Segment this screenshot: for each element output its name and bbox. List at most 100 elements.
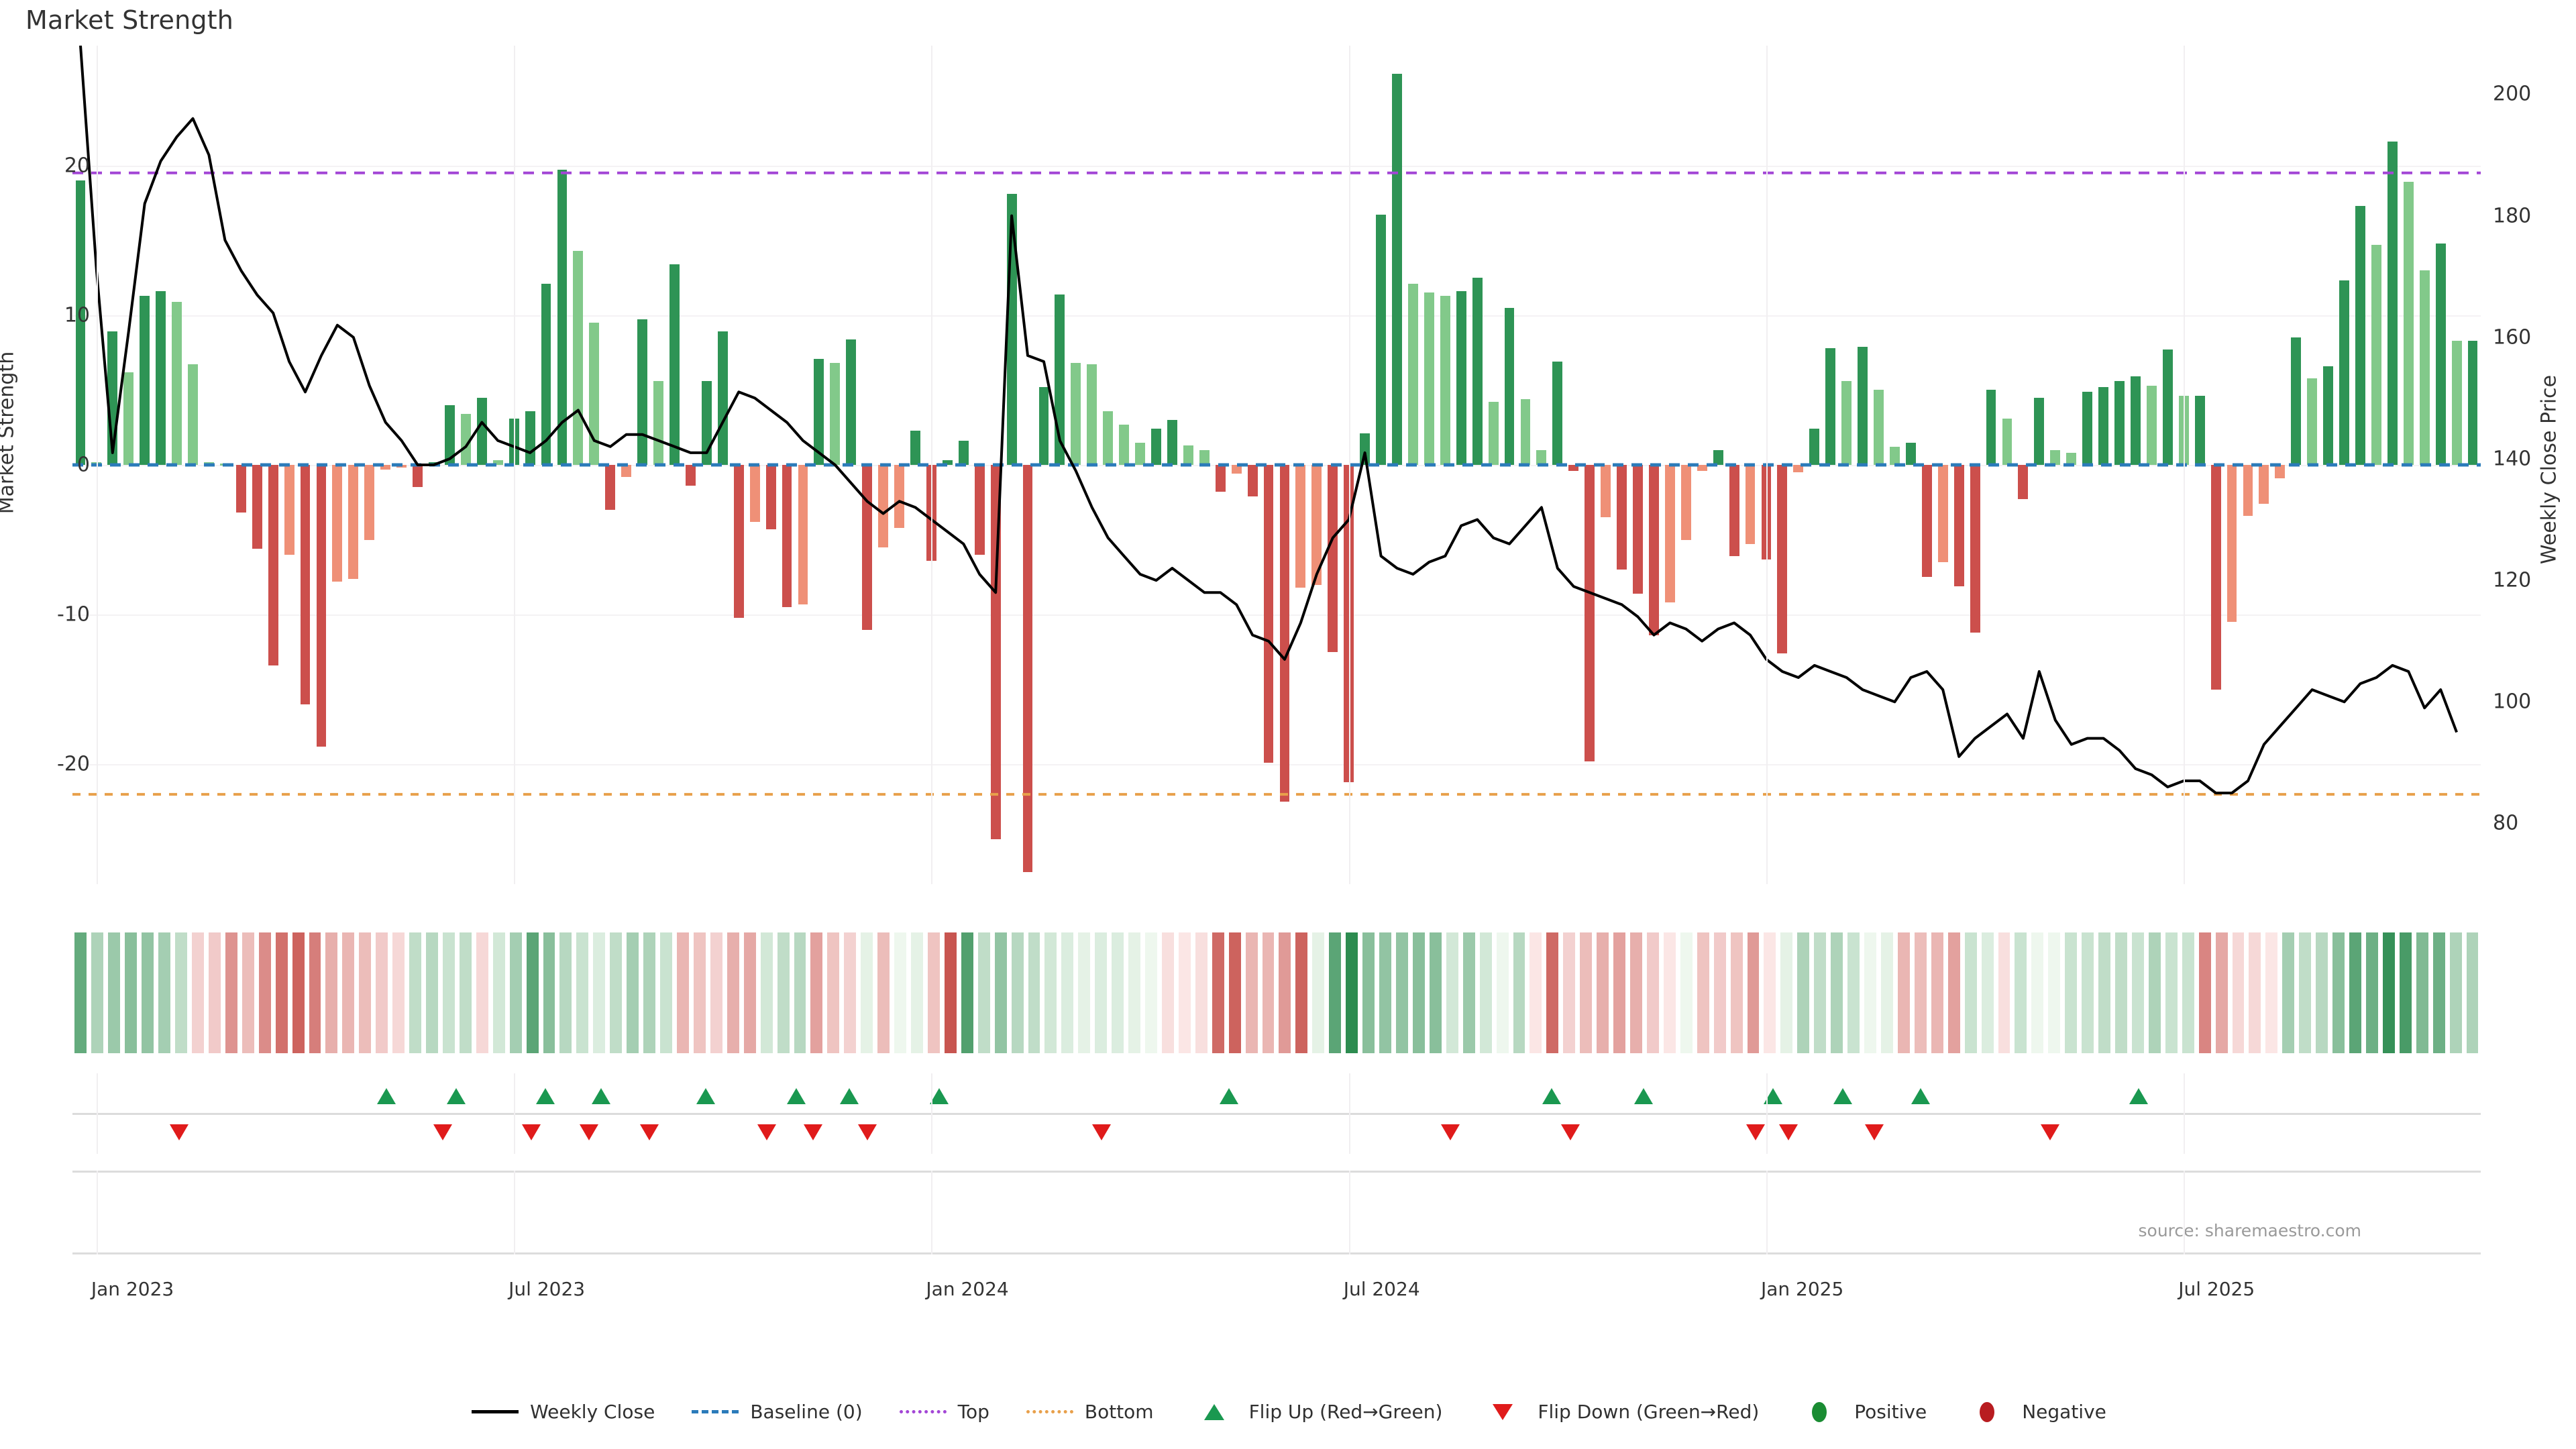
strength-bar <box>1874 390 1884 465</box>
heatmap-cell <box>2082 932 2094 1053</box>
strength-bar <box>1633 465 1643 594</box>
heatmap-cell <box>1981 932 1994 1053</box>
heatmap-cell <box>2332 932 2345 1053</box>
strength-bar <box>2162 350 2173 465</box>
strength-bar <box>1071 363 1081 465</box>
strength-bar <box>1344 465 1354 783</box>
heatmap-cell <box>2098 932 2111 1053</box>
strength-bar <box>508 418 519 465</box>
legend-item-label: Flip Down (Green→Red) <box>1538 1401 1760 1423</box>
flip-down-marker <box>1560 1124 1580 1140</box>
strength-bar <box>974 465 985 555</box>
legend-item[interactable]: Top <box>898 1401 989 1423</box>
strength-bar <box>2355 205 2365 465</box>
heatmap-cell <box>258 932 271 1053</box>
flip-up-marker <box>696 1088 715 1104</box>
strength-bar <box>188 364 198 465</box>
strength-bar <box>316 465 327 747</box>
heatmap-cell <box>1228 932 1241 1053</box>
legend-item-label: Top <box>957 1401 989 1423</box>
heatmap-cell <box>1764 932 1776 1053</box>
heatmap-cell <box>660 932 672 1053</box>
strength-bar <box>701 381 712 465</box>
strength-bar <box>958 441 969 465</box>
heatmap-cell <box>1396 932 1408 1053</box>
legend-item[interactable]: Weekly Close <box>470 1401 655 1423</box>
heatmap-cell <box>1112 932 1124 1053</box>
legend-item[interactable]: Negative <box>1962 1401 2106 1423</box>
gridline-x <box>1348 1073 1350 1154</box>
flip-down-marker <box>1746 1124 1766 1140</box>
strength-bar <box>2210 465 2221 690</box>
strength-bar <box>1953 465 1964 586</box>
heatmap-cell <box>2232 932 2245 1053</box>
gridline-x <box>96 1073 98 1154</box>
strength-bar <box>1488 402 1499 465</box>
flip-down-marker <box>640 1124 659 1140</box>
gridline-x <box>1766 1073 1768 1154</box>
strength-bar <box>910 430 920 465</box>
gridline-x <box>931 1073 933 1154</box>
strength-bar <box>557 170 568 465</box>
legend-item[interactable]: Bottom <box>1024 1401 1154 1423</box>
strength-bar <box>1858 346 1868 465</box>
strength-bar <box>2451 340 2462 465</box>
heatmap-cell <box>2065 932 2078 1053</box>
strength-bar <box>1921 465 1932 578</box>
strength-bar <box>1664 465 1675 603</box>
strength-bar <box>284 465 294 555</box>
strength-bar <box>942 460 953 465</box>
legend-item-label: Weekly Close <box>530 1401 655 1423</box>
heatmap-cell <box>225 932 237 1053</box>
heatmap-cell <box>342 932 355 1053</box>
heatmap-cell <box>2399 932 2412 1053</box>
triangle-up-icon <box>1189 1403 1240 1420</box>
strength-bar <box>1231 465 1242 474</box>
flip-up-marker <box>786 1088 806 1104</box>
heatmap-cell <box>1462 932 1475 1053</box>
heatmap-cell <box>894 932 907 1053</box>
heatmap-cell <box>2449 932 2462 1053</box>
strength-bar <box>1713 449 1723 465</box>
heatmap-cell <box>426 932 438 1053</box>
strength-bar <box>1520 398 1531 465</box>
dotted-line-icon <box>1024 1410 1075 1413</box>
heatmap-cell <box>1496 932 1509 1053</box>
heatmap-cell <box>794 932 806 1053</box>
main-chart-panel <box>72 46 2481 884</box>
heatmap-cell <box>1245 932 1258 1053</box>
heatmap-cell <box>1412 932 1425 1053</box>
gridline-x <box>1766 46 1768 884</box>
legend-item[interactable]: Flip Down (Green→Red) <box>1477 1401 1759 1423</box>
heatmap-cell <box>1128 932 1141 1053</box>
legend-item[interactable]: Baseline (0) <box>690 1401 863 1423</box>
heatmap-cell <box>1931 932 1943 1053</box>
flip-down-marker <box>521 1124 541 1140</box>
heatmap-cell <box>158 932 171 1053</box>
strength-bar <box>2243 465 2253 516</box>
legend-item[interactable]: Positive <box>1794 1401 1927 1423</box>
right-axis-tick: 140 <box>2493 447 2532 471</box>
heatmap-cell <box>961 932 973 1053</box>
flip-up-marker <box>1833 1088 1853 1104</box>
bottom-empty-panel <box>72 1171 2481 1254</box>
heatmap-cell <box>1095 932 1108 1053</box>
strength-bar <box>782 465 792 608</box>
x-axis-tick: Jan 2024 <box>926 1278 1009 1300</box>
gridline-x <box>514 1073 516 1154</box>
dashed-line-icon <box>690 1410 741 1413</box>
strength-bar <box>348 465 359 579</box>
flip-up-marker <box>1633 1088 1653 1104</box>
strength-bar <box>1472 277 1483 465</box>
gridline-x <box>2184 46 2186 884</box>
strength-bar <box>1585 465 1595 761</box>
legend-item[interactable]: Flip Up (Red→Green) <box>1189 1401 1442 1423</box>
x-axis-tick: Jul 2025 <box>2178 1278 2255 1300</box>
left-axis-tick: 20 <box>64 154 90 178</box>
gridline-x <box>1348 1171 1350 1254</box>
strength-bar <box>1295 465 1306 588</box>
strength-bar <box>1793 465 1804 473</box>
strength-bar <box>2259 465 2269 504</box>
heatmap-cell <box>74 932 87 1053</box>
strength-bar <box>1937 465 1948 563</box>
